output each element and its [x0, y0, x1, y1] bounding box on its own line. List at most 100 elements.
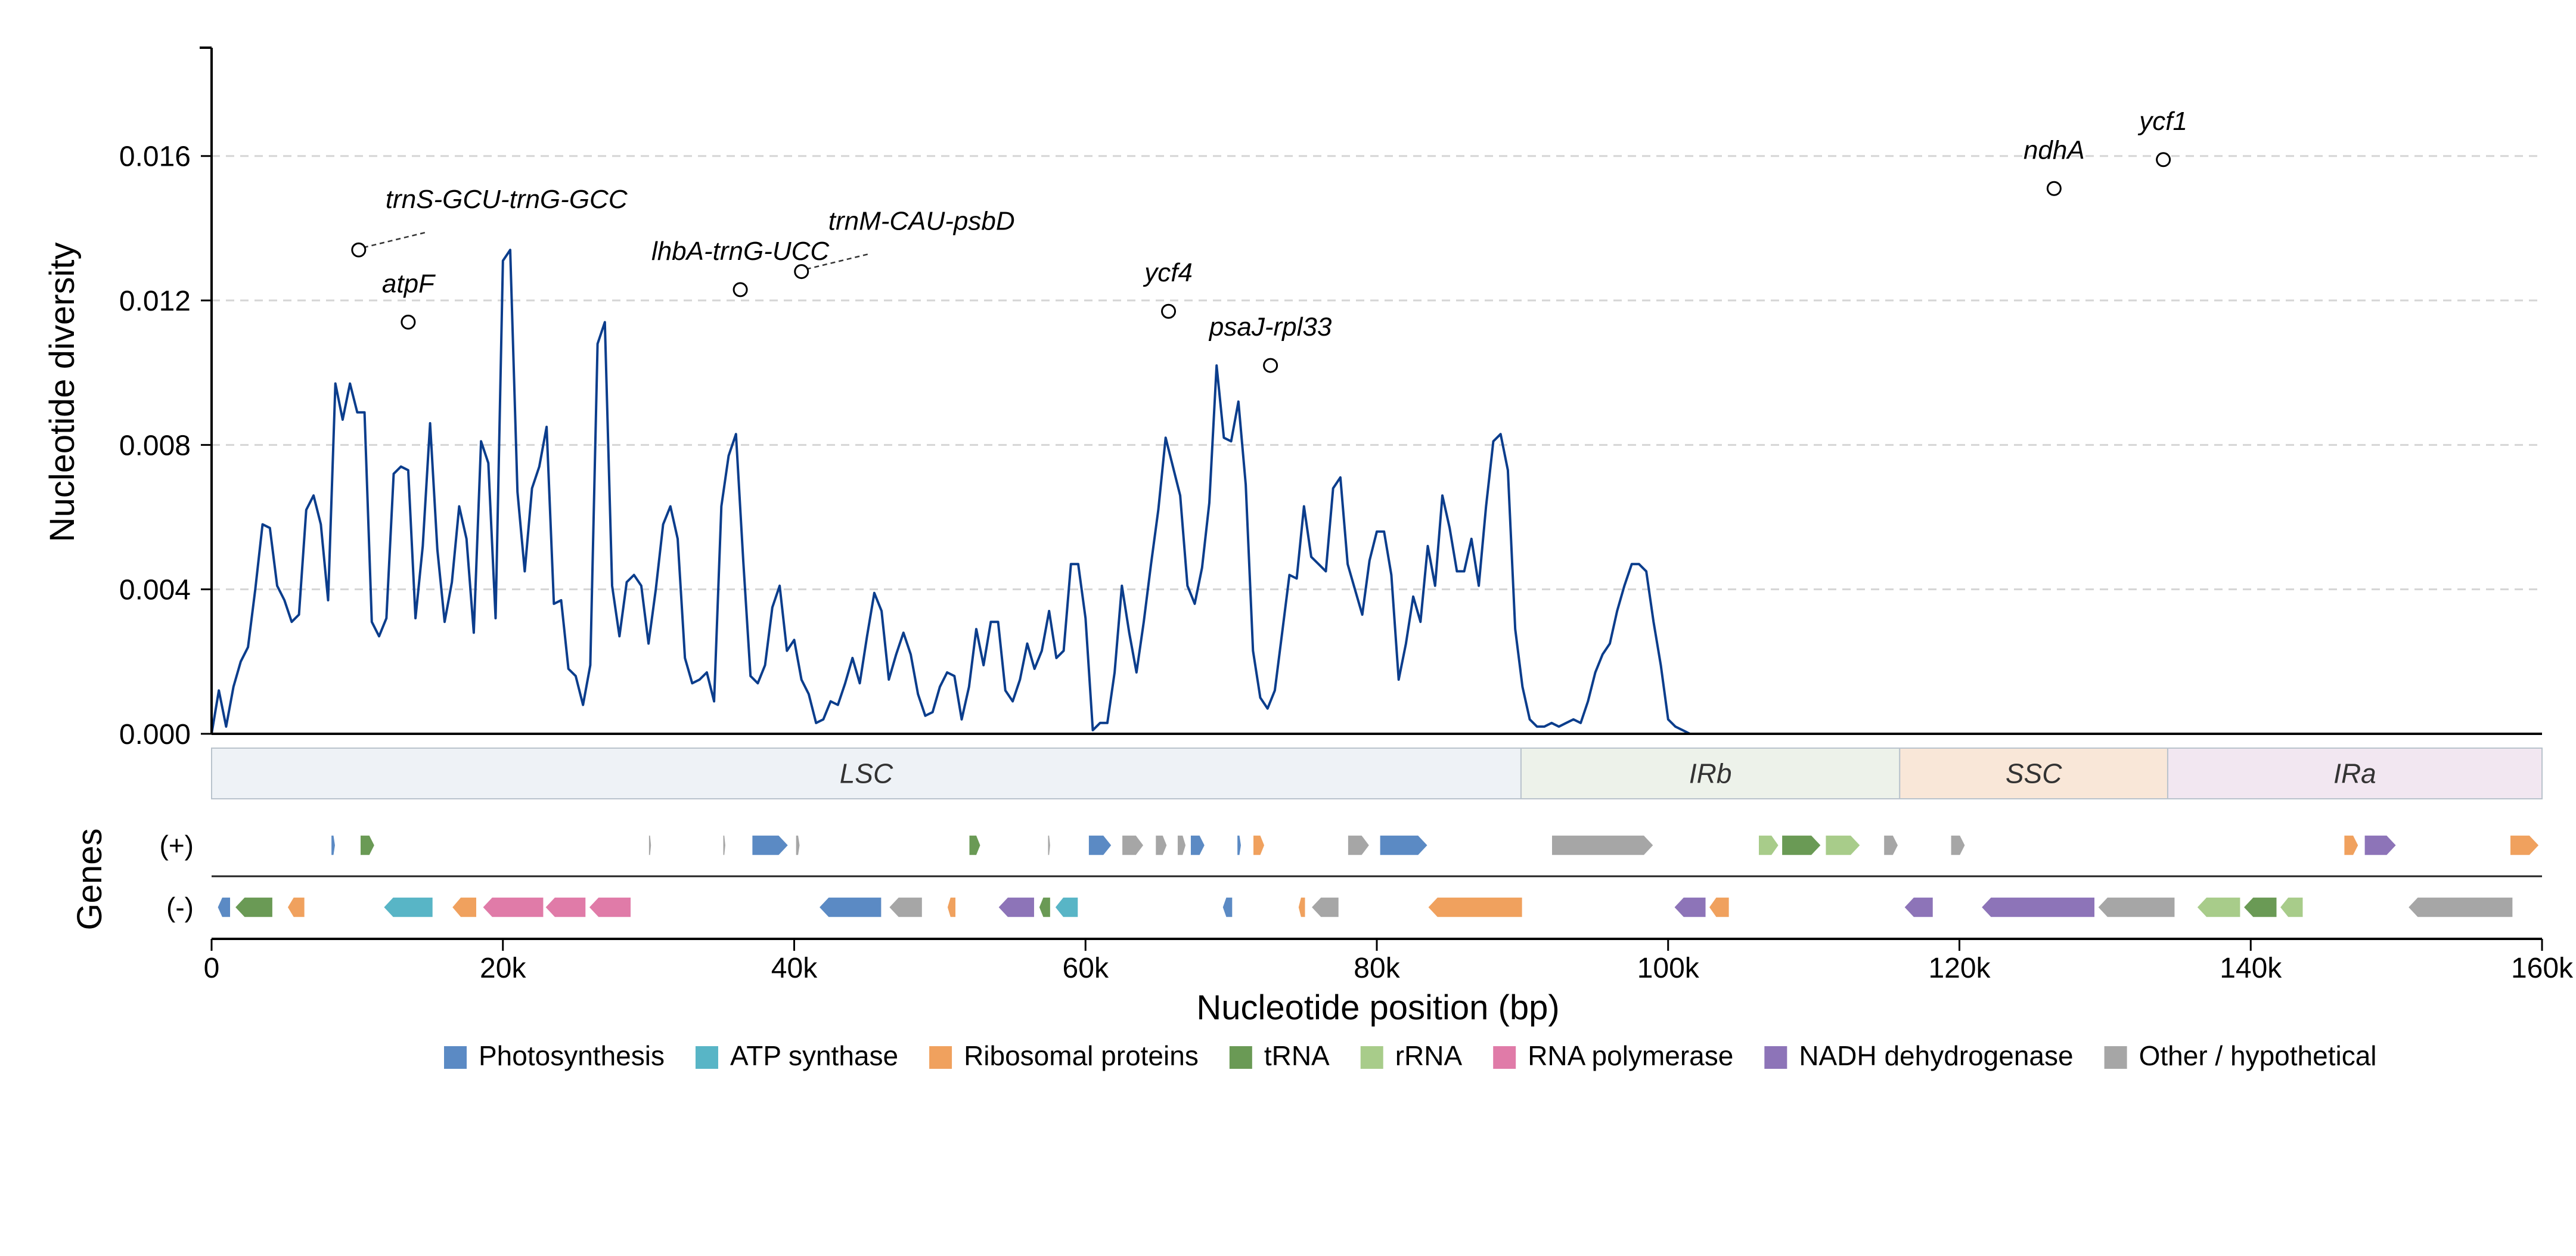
legend-label: Ribosomal proteins: [964, 1040, 1199, 1071]
legend-swatch: [2104, 1046, 2127, 1069]
gene-atp-synthase: [383, 897, 434, 918]
gene-trna: [1038, 897, 1051, 918]
gene-photosynthesis: [1088, 835, 1113, 856]
gene-other-hypothetical: [722, 835, 727, 856]
peak-label: ycf1: [2137, 107, 2187, 136]
peak-marker: [1161, 303, 1177, 319]
peak-label: lhbA-trnG-UCC: [651, 237, 830, 266]
legend-label: Other / hypothetical: [2139, 1040, 2377, 1071]
x-tick-label: 0: [204, 953, 220, 984]
gene-other-hypothetical: [1883, 835, 1899, 856]
x-tick-label: 80k: [1354, 953, 1400, 984]
peak-marker: [794, 264, 809, 280]
gene-other-hypothetical: [1121, 835, 1144, 856]
strand-label: (-): [166, 892, 194, 923]
gene-other-hypothetical: [1311, 897, 1340, 918]
peak-marker: [2046, 181, 2062, 196]
peak-label: atpF: [382, 269, 436, 298]
gene-trna: [2243, 897, 2277, 918]
region-ssc: [1899, 748, 2168, 799]
region-label: IRa: [2333, 758, 2376, 789]
gene-rrna: [2196, 897, 2241, 918]
gene-other-hypothetical: [1551, 835, 1655, 856]
gene-other-hypothetical: [2097, 897, 2175, 918]
legend-label: tRNA: [1264, 1040, 1330, 1071]
peak-marker: [733, 282, 748, 297]
gene-nadh-dehydrogenase: [997, 897, 1035, 918]
peak-leader-line: [363, 231, 428, 249]
y-tick-label: 0.012: [119, 286, 191, 317]
gene-other-hypothetical: [795, 835, 801, 856]
gene-rna-polymerase: [544, 897, 586, 918]
x-tick-label: 160k: [2511, 953, 2574, 984]
x-tick-label: 60k: [1063, 953, 1109, 984]
gene-rrna: [1758, 835, 1780, 856]
peak-marker: [2156, 152, 2171, 168]
legend: Photosynthesis ATP synthase Ribosomal prot…: [444, 1040, 2377, 1071]
region-lsc: [211, 748, 1522, 799]
region-band: LSC IRb SSC IRa: [211, 748, 2543, 799]
x-tick-label: 20k: [480, 953, 526, 984]
gene-photosynthesis: [1190, 835, 1206, 856]
region-label: IRb: [1689, 758, 1732, 789]
gene-other-hypothetical: [1177, 835, 1187, 856]
legend-label: NADH dehydrogenase: [1799, 1040, 2073, 1071]
y-tick-label: 0.008: [119, 430, 191, 461]
gene-trna: [359, 835, 375, 856]
gene-photosynthesis: [1236, 835, 1242, 856]
strand-label: (+): [160, 830, 194, 861]
gene-ribosomal-proteins: [287, 897, 306, 918]
axes: 0.000 0.004 0.008 0.012 0.016: [119, 46, 2542, 751]
x-tick-label: 120k: [1928, 953, 1991, 984]
diversity-line-layer: [210, 249, 2542, 735]
gene-nadh-dehydrogenase: [1903, 897, 1934, 918]
gene-ribosomal-proteins: [946, 897, 957, 918]
gene-ribosomal-proteins: [1298, 897, 1306, 918]
peak-label: psaJ-rpl33: [1208, 312, 1332, 342]
legend-swatch: [1229, 1046, 1252, 1069]
gene-trna: [234, 897, 274, 918]
gene-ribosomal-proteins: [1252, 835, 1265, 856]
gene-other-hypothetical: [1950, 835, 1966, 856]
peak-marker: [351, 242, 367, 258]
gene-photosynthesis: [216, 897, 231, 918]
gene-nadh-dehydrogenase: [1981, 897, 2096, 918]
gene-rrna: [1824, 835, 1861, 856]
gene-photosynthesis: [330, 835, 336, 856]
legend-label: ATP synthase: [730, 1040, 898, 1071]
legend-swatch: [929, 1046, 952, 1069]
peak-annotations: trnS-GCU-trnG-GCC atpF lhbA-trnG-UCCtrnM-C…: [351, 107, 2187, 373]
region-irb: [1520, 748, 1901, 799]
gene-other-hypothetical: [888, 897, 923, 918]
gene-atp-synthase: [1054, 897, 1079, 918]
gene-trna: [1781, 835, 1822, 856]
y-axis-title: Nucleotide diversity: [43, 243, 82, 542]
legend-swatch: [695, 1046, 718, 1069]
gridlines: [212, 155, 2542, 591]
peak-marker: [1263, 358, 1278, 373]
gene-ribosomal-proteins: [1708, 897, 1730, 918]
gene-track-title: Genes: [70, 829, 109, 931]
peak-marker: [401, 314, 416, 330]
legend-swatch: [1764, 1046, 1787, 1069]
legend-label: RNA polymerase: [1528, 1040, 1733, 1071]
gene-nadh-dehydrogenase: [1673, 897, 1707, 918]
gene-other-hypothetical: [1154, 835, 1168, 856]
peak-label: ndhA: [2023, 135, 2085, 165]
gene-trna: [969, 835, 982, 856]
y-tick-label: 0.000: [119, 719, 191, 751]
y-tick-label: 0.004: [119, 575, 191, 606]
peak-leader-line: [806, 253, 871, 270]
gene-other-hypothetical: [1047, 835, 1051, 856]
legend-swatch: [1493, 1046, 1516, 1069]
peak-label: trnM-CAU-psbD: [828, 207, 1015, 236]
x-tick-label: 140k: [2220, 953, 2282, 984]
diversity-line: [210, 249, 2542, 735]
gene-rna-polymerase: [482, 897, 544, 918]
gene-ribosomal-proteins: [451, 897, 477, 918]
gene-photosynthesis: [751, 835, 789, 856]
gene-photosynthesis: [818, 897, 882, 918]
x-tick-label: 100k: [1637, 953, 1700, 984]
